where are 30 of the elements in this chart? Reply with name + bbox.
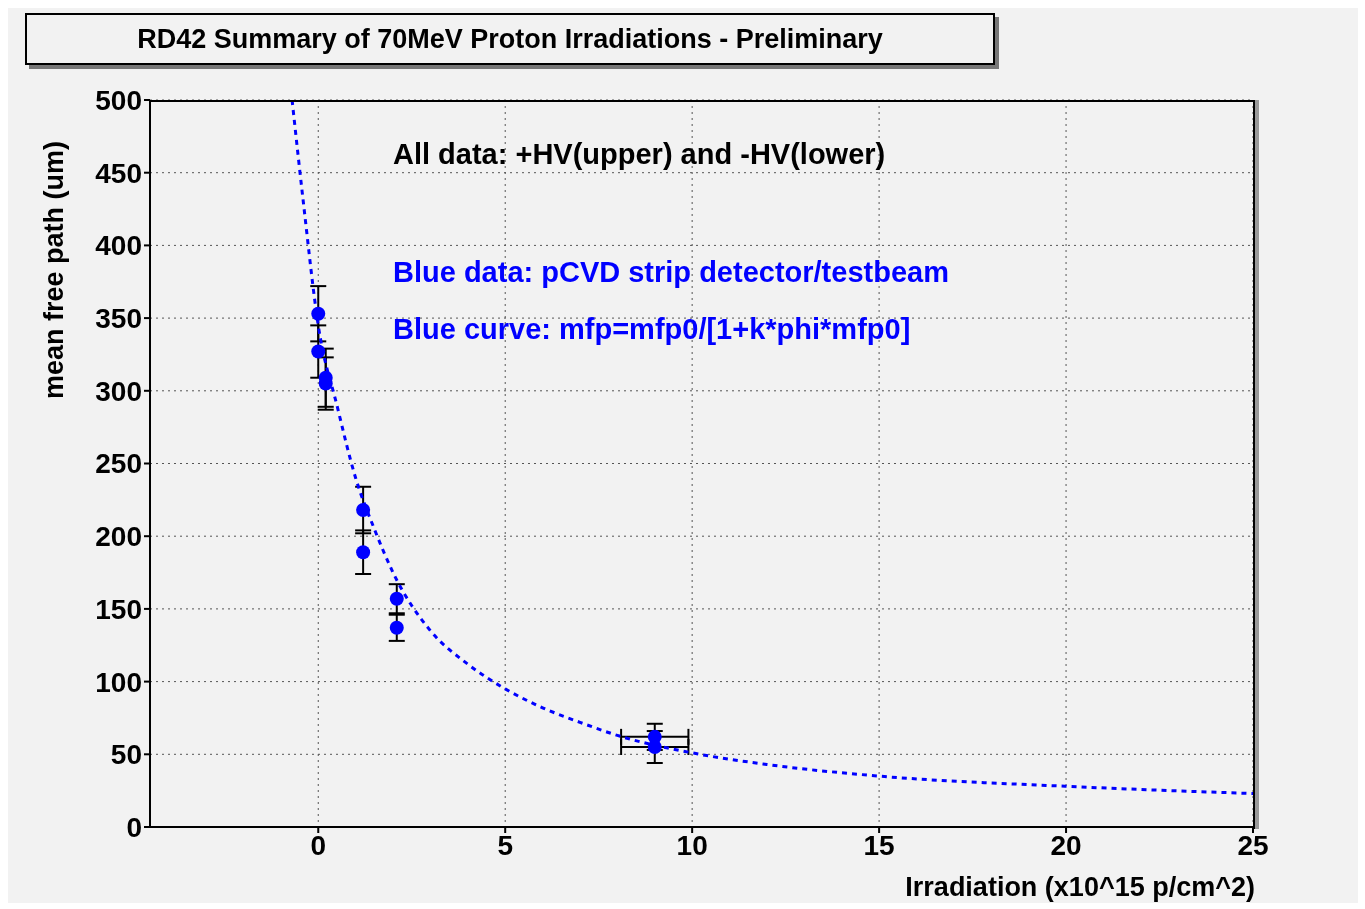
x-axis-title: Irradiation (x10^15 p/cm^2): [905, 872, 1255, 903]
point: [356, 545, 371, 560]
point: [389, 620, 404, 635]
annotation: Blue curve: mfp=mfp0/[1+k*phi*mfp0]: [393, 313, 911, 346]
chart-title: RD42 Summary of 70MeV Proton Irradiations - Preliminary: [25, 13, 995, 65]
y-tick-label: 250: [95, 448, 142, 480]
point: [311, 306, 326, 321]
point: [389, 591, 404, 606]
y-tick-label: 300: [95, 375, 142, 407]
y-axis-title: mean free path (um): [38, 140, 70, 400]
point: [647, 740, 662, 755]
line-series: [290, 100, 1253, 796]
y-tick-label: 150: [95, 593, 142, 625]
y-tick-label: 450: [95, 157, 142, 189]
annotation: All data: +HV(upper) and -HV(lower): [393, 138, 886, 171]
point: [356, 503, 371, 518]
point: [311, 344, 326, 359]
x-tick-label: 15: [863, 829, 895, 861]
x-tick-label: 0: [310, 829, 327, 861]
x-tick-label: 10: [676, 829, 708, 861]
y-tick-label: 50: [110, 739, 142, 771]
y-tick-label: 400: [95, 230, 142, 262]
x-tick-label: 20: [1050, 829, 1082, 861]
y-tick-label: 500: [95, 84, 142, 116]
y-tick-label: 100: [95, 666, 142, 698]
annotation: Blue data: pCVD strip detector/testbeam: [393, 256, 949, 289]
y-tick-label: 350: [95, 303, 142, 335]
x-tick-label: 5: [497, 829, 513, 861]
x-tick-label: 25: [1237, 829, 1269, 861]
y-tick-label: 200: [95, 521, 142, 553]
